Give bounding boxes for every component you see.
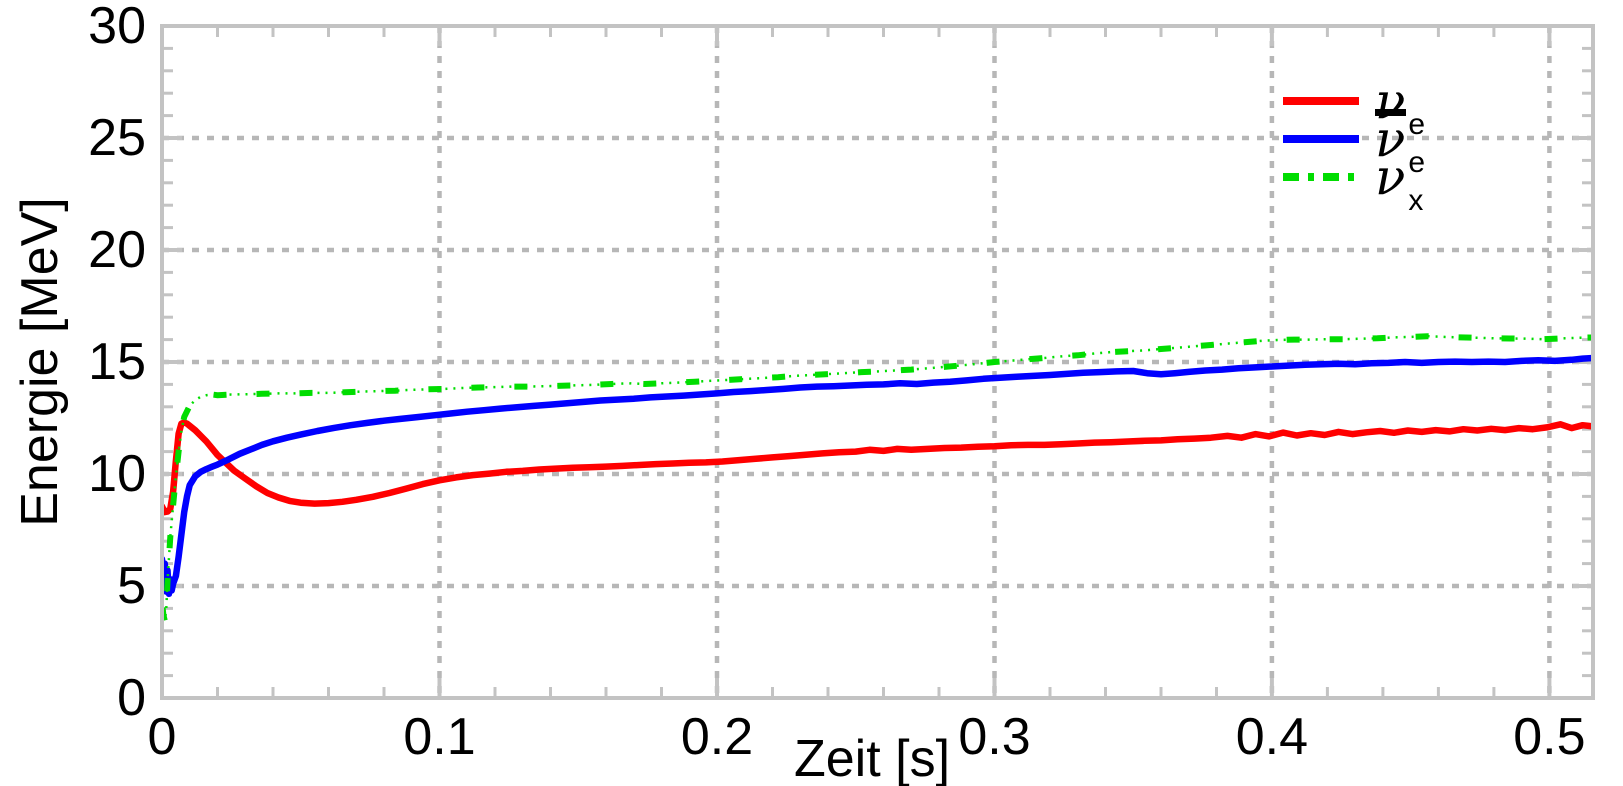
series-nu_e xyxy=(164,419,1591,516)
y-tick-label-30: 30 xyxy=(88,0,146,55)
legend-swatch-nubar_e xyxy=(1283,135,1359,143)
y-tick-label-5: 5 xyxy=(117,557,146,615)
legend-swatch-nu_x xyxy=(1283,173,1359,181)
series-nu_x xyxy=(164,334,1591,621)
x-tick-label-0.4: 0.4 xyxy=(1235,708,1309,766)
y-tick-label-15: 15 xyxy=(88,333,146,391)
series-nubar_e xyxy=(164,354,1591,598)
y-tick-label-25: 25 xyxy=(88,109,146,167)
y-tick-label-10: 10 xyxy=(88,445,146,503)
x-tick-label-0.5: 0.5 xyxy=(1513,708,1586,766)
x-tick-label-0.1: 0.1 xyxy=(403,708,476,766)
x-tick-label-0.3: 0.3 xyxy=(958,708,1031,766)
y-tick-label-20: 20 xyxy=(88,221,146,279)
overline-bar xyxy=(1375,109,1406,116)
y-tick-label-0: 0 xyxy=(117,669,146,727)
y-axis-title: Energie [MeV] xyxy=(11,197,69,527)
x-tick-label-0: 0 xyxy=(147,708,177,766)
series-nu_x-dashes xyxy=(164,333,1591,622)
legend-swatch-nu_e xyxy=(1283,97,1359,105)
x-axis-title: Zeit [s] xyxy=(793,730,951,786)
x-tick-label-0.2: 0.2 xyxy=(680,708,754,766)
